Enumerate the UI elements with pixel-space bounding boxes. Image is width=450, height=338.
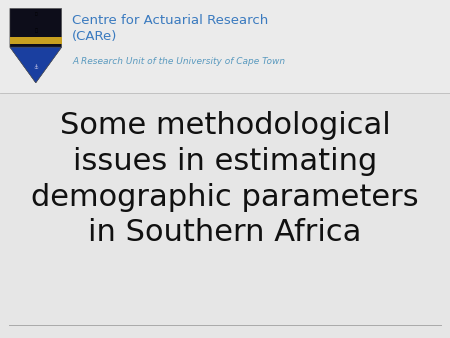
Text: ⚓: ⚓ [33, 66, 38, 70]
Polygon shape [10, 47, 62, 83]
Text: 🦅: 🦅 [35, 12, 37, 16]
Polygon shape [10, 37, 62, 44]
Text: 📖: 📖 [34, 28, 37, 33]
Text: Some methodological
issues in estimating
demographic parameters
in Southern Afri: Some methodological issues in estimating… [31, 111, 419, 247]
Polygon shape [10, 8, 62, 83]
Bar [0, 0, 450, 93]
Text: A Research Unit of the University of Cape Town: A Research Unit of the University of Cap… [72, 57, 285, 67]
Text: Centre for Actuarial Research
(CARe): Centre for Actuarial Research (CARe) [72, 14, 268, 43]
